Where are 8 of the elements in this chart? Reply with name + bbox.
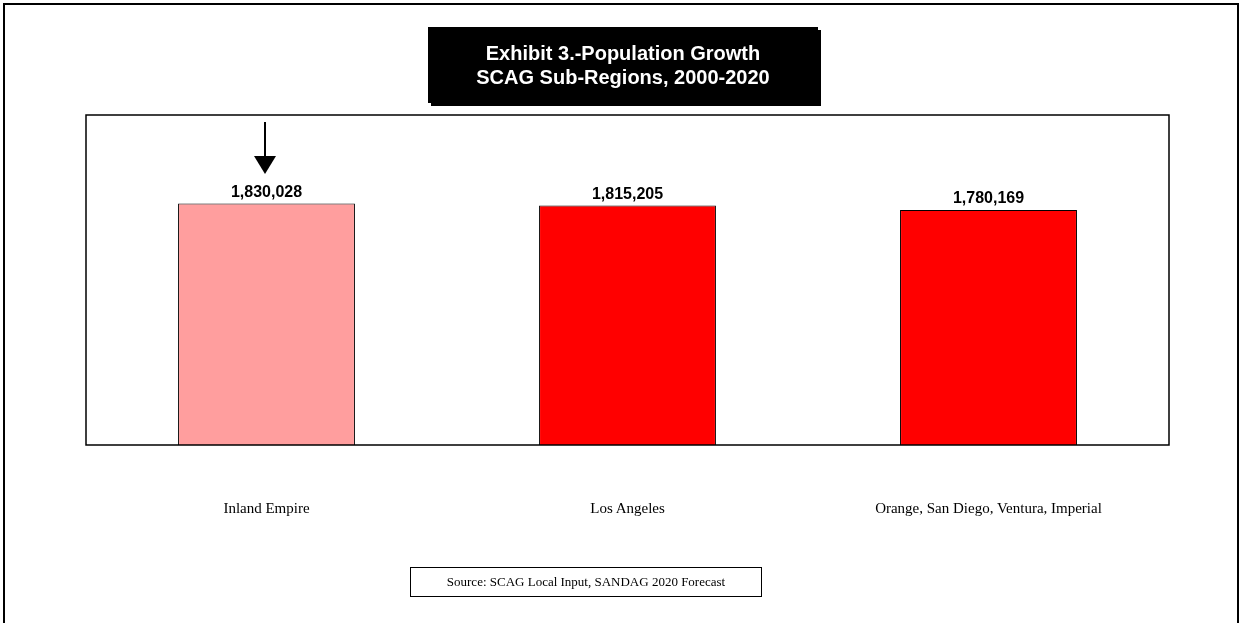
data-label: 1,780,169 xyxy=(952,189,1025,207)
data-label: 1,830,028 xyxy=(230,182,303,200)
data-label: 1,815,205 xyxy=(591,184,664,202)
source-note: Source: SCAG Local Input, SANDAG 2020 Forecast xyxy=(410,567,762,597)
x-tick-label: Los Angeles xyxy=(590,499,665,516)
x-tick-label: Orange, San Diego, Ventura, Imperial xyxy=(875,499,1102,516)
x-tick-label: Inland Empire xyxy=(223,499,310,516)
chart-title: Exhibit 3.-Population Growth SCAG Sub-Regions, 2000-2020 xyxy=(428,27,818,103)
